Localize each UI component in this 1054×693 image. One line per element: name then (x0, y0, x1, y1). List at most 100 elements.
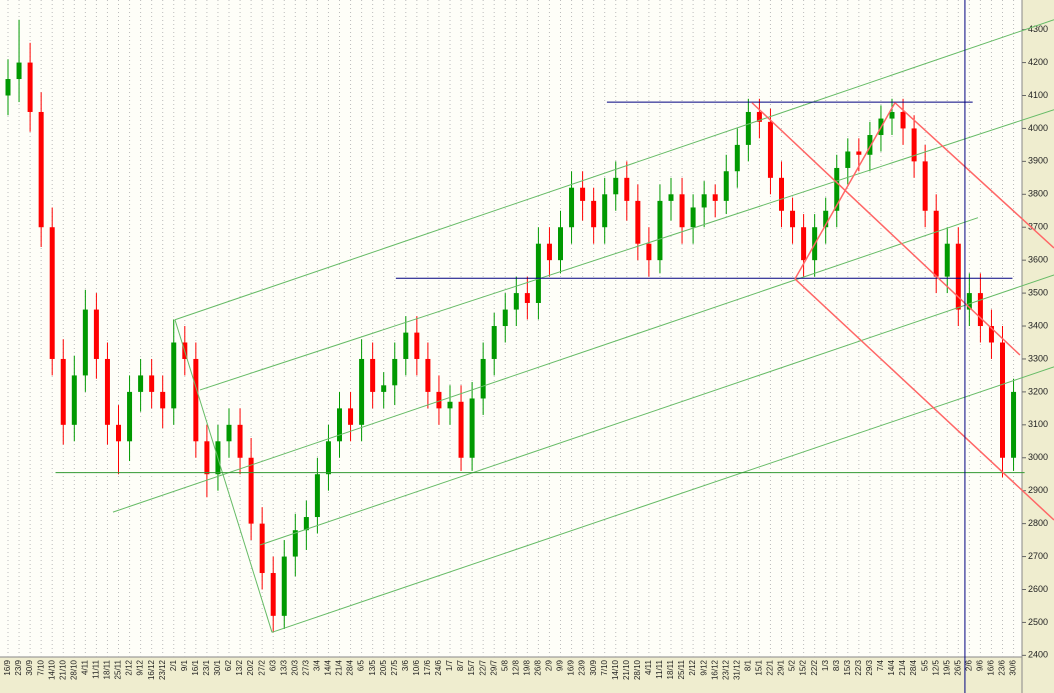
x-tick-label: 23/9 (578, 659, 587, 675)
x-tick-label: 21/4 (335, 659, 344, 675)
x-tick-label: 27/2 (257, 659, 266, 675)
candle-body (767, 121, 773, 178)
x-tick-label: 15/7 (467, 659, 476, 675)
candle-body (580, 187, 586, 201)
x-tick-label: 11/11 (655, 659, 664, 678)
x-tick-label: 1/7 (445, 659, 454, 671)
x-tick-label: 1/3 (821, 659, 830, 671)
candle-body (856, 151, 862, 155)
candle-body (756, 111, 762, 122)
x-tick-label: 14/4 (887, 659, 896, 675)
x-tick-label: 23/12 (158, 659, 167, 680)
candle-body (569, 187, 575, 228)
candle-body (237, 424, 243, 458)
y-tick-label: 3800 (1028, 189, 1048, 199)
candle-body (303, 517, 309, 531)
x-tick-label: 6/5 (357, 659, 366, 671)
x-tick-label: 9/9 (556, 659, 565, 671)
candle-body (977, 293, 983, 327)
x-tick-label: 6/3 (268, 659, 277, 671)
y-tick-label: 2600 (1028, 584, 1048, 594)
x-tick-label: 17/6 (423, 659, 432, 675)
x-tick-label: 21/10 (58, 659, 67, 680)
x-tick-label: 2/12 (688, 659, 697, 675)
candle-body (834, 167, 840, 211)
candle-body (635, 200, 641, 244)
x-tick-label: 13/3 (279, 659, 288, 675)
x-tick-label: 21/10 (622, 659, 631, 680)
x-tick-label: 13/5 (368, 659, 377, 675)
candle-body (546, 243, 552, 261)
candle-body (281, 556, 287, 616)
candle-body (149, 375, 155, 392)
candle-body (116, 424, 121, 442)
x-tick-label: 21/4 (898, 659, 907, 675)
x-tick-label: 19/8 (522, 659, 531, 675)
candle-body (160, 391, 166, 409)
candle-body (502, 309, 508, 327)
x-tick-label: 23/6 (998, 659, 1007, 675)
x-tick-label: 30/1 (213, 659, 222, 675)
x-tick-label: 15/3 (843, 659, 852, 675)
candle-body (624, 177, 630, 201)
x-tick-label: 23/1 (202, 659, 211, 675)
candle-body (966, 293, 972, 310)
candle-body (60, 358, 66, 425)
x-tick-label: 14/4 (324, 659, 333, 675)
x-tick-label: 9/6 (976, 659, 985, 671)
candle-body (49, 227, 55, 359)
x-tick-label: 29/3 (865, 659, 874, 675)
x-tick-label: 16/6 (987, 659, 996, 675)
y-tick-label: 2400 (1028, 650, 1048, 660)
x-tick-label: 5/8 (500, 659, 509, 671)
candle-body (469, 398, 475, 458)
candle-body (480, 358, 486, 399)
candle-body (403, 332, 409, 359)
x-tick-label: 19/5 (942, 659, 951, 675)
candle-body (900, 111, 906, 129)
candle-body (5, 79, 11, 96)
x-tick-label: 18/11 (103, 659, 112, 679)
candle-body (71, 375, 77, 425)
y-tick-label: 2900 (1028, 485, 1048, 495)
x-tick-label: 9/1 (180, 659, 189, 671)
y-tick-label: 3500 (1028, 287, 1048, 297)
x-tick-label: 12/8 (511, 659, 520, 675)
y-tick-label: 2500 (1028, 617, 1048, 627)
x-tick-label: 28/4 (346, 659, 355, 675)
candle-body (171, 342, 177, 409)
x-tick-label: 29/1 (777, 659, 786, 675)
candle-body (845, 151, 851, 168)
y-tick-label: 3900 (1028, 156, 1048, 166)
x-tick-label: 2/6 (964, 659, 973, 671)
x-tick-label: 3/4 (313, 659, 322, 671)
x-tick-label: 20/5 (379, 659, 388, 675)
x-tick-label: 30/6 (1009, 659, 1018, 675)
x-tick-label: 27/3 (301, 659, 310, 675)
candle-body (370, 358, 376, 392)
y-tick-label: 3200 (1028, 386, 1048, 396)
x-tick-label: 16/12 (147, 659, 156, 680)
trend-line (794, 278, 1054, 521)
x-tick-label: 5/5 (920, 659, 929, 671)
candle-body (933, 210, 939, 277)
x-tick-label: 9/12 (136, 659, 145, 675)
candle-body (325, 441, 331, 475)
x-tick-label: 8/3 (832, 659, 841, 671)
candle-body (723, 171, 729, 201)
x-tick-label: 14/10 (47, 659, 56, 680)
candle-body (911, 128, 917, 162)
candle-body (204, 441, 210, 475)
candle-body (458, 401, 464, 458)
x-tick-label: 5/2 (788, 659, 797, 671)
candle-body (359, 358, 365, 425)
candle-body (790, 210, 796, 228)
x-tick-label: 4/11 (80, 659, 89, 675)
x-tick-label: 29/7 (489, 659, 498, 675)
candle-body (988, 326, 994, 343)
x-tick-label: 7/10 (600, 659, 609, 675)
candle-body (712, 194, 718, 201)
x-tick-label: 16/12 (710, 659, 719, 680)
trend-line (271, 366, 1054, 633)
